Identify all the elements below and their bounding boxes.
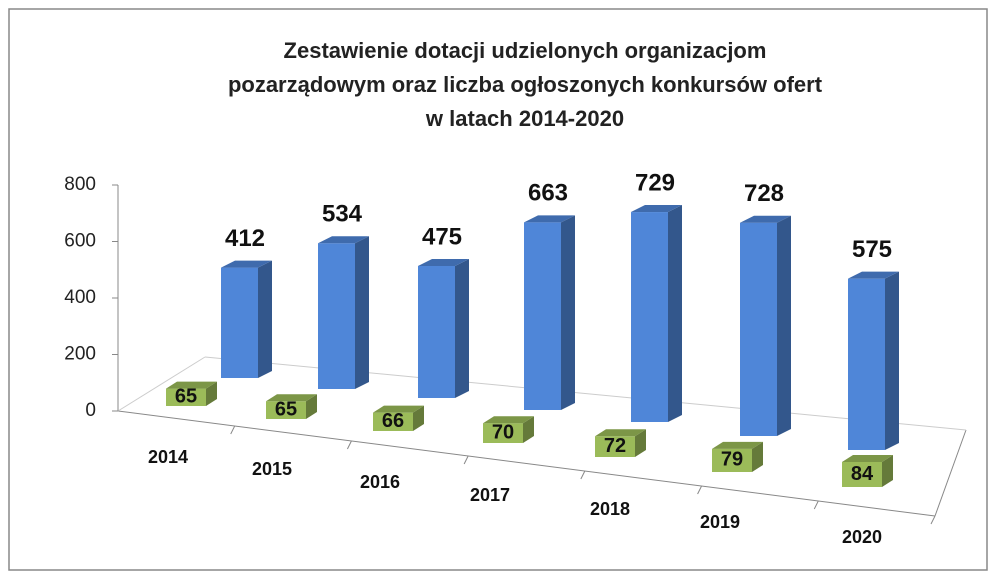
x-tick-label: 2017	[470, 485, 510, 505]
bar-side	[668, 205, 682, 422]
x-tick	[813, 500, 819, 510]
bar-top	[848, 271, 899, 279]
bar-top	[166, 381, 217, 389]
y-tick-label: 0	[85, 400, 96, 421]
bar	[595, 429, 646, 457]
value-label: 728	[744, 180, 784, 207]
x-tick	[580, 470, 586, 480]
x-tick-label: 2020	[842, 527, 882, 547]
bar-front	[631, 212, 668, 422]
x-tick	[346, 440, 352, 450]
bar-front	[842, 461, 882, 487]
chart-title: Zestawienie dotacji udzielonych organiza…	[284, 38, 767, 63]
bar-side	[306, 394, 317, 419]
value-label: 70	[492, 421, 514, 443]
bar	[842, 454, 893, 487]
bar-top	[318, 236, 369, 244]
bar-top	[842, 454, 893, 462]
bar-front	[595, 436, 635, 457]
bar	[221, 260, 272, 378]
bar-side	[413, 405, 424, 431]
x-tick-label: 2016	[360, 472, 400, 492]
bar-front	[483, 423, 523, 443]
value-label: 66	[382, 410, 404, 432]
chart-title: w latach 2014-2020	[425, 106, 624, 131]
bar	[740, 215, 791, 436]
value-label: 72	[604, 435, 626, 457]
bar-side	[752, 441, 763, 472]
floor-front-edge	[117, 410, 936, 517]
bar-front	[318, 243, 355, 389]
chart-frame	[8, 8, 988, 571]
value-label: 412	[225, 225, 265, 252]
bar-side	[777, 215, 791, 436]
bar	[318, 236, 369, 389]
bar-front	[221, 267, 258, 378]
value-label: 475	[422, 223, 462, 250]
x-tick	[930, 515, 936, 525]
x-tick-label: 2018	[590, 499, 630, 519]
y-tick-label: 800	[64, 174, 96, 195]
x-tick	[463, 455, 469, 465]
bar-top	[373, 405, 424, 413]
value-label: 663	[528, 180, 568, 207]
bar-front	[418, 265, 455, 398]
bar-top	[483, 416, 534, 424]
x-tick	[697, 485, 703, 495]
bar-top	[740, 215, 791, 223]
bar-side	[635, 429, 646, 457]
x-tick-label: 2014	[148, 447, 188, 467]
bar-front	[712, 448, 752, 472]
bar-front	[266, 401, 306, 419]
value-label: 575	[852, 236, 892, 263]
bar	[524, 215, 575, 410]
bar-side	[882, 454, 893, 487]
bar	[483, 416, 534, 443]
bar	[631, 205, 682, 422]
bar	[266, 394, 317, 419]
bar-top	[221, 260, 272, 268]
value-label: 729	[635, 169, 675, 196]
y-tick-label: 400	[64, 287, 96, 308]
value-label: 65	[275, 398, 297, 420]
bar-front	[848, 278, 885, 450]
value-label: 534	[322, 201, 363, 228]
bar	[418, 258, 469, 398]
y-tick-label: 600	[64, 231, 96, 252]
bar-top	[524, 215, 575, 223]
value-label: 79	[721, 449, 743, 471]
bar-front	[373, 412, 413, 431]
bar-side	[258, 260, 272, 378]
bar	[166, 381, 217, 406]
bar-side	[523, 416, 534, 443]
bar-side	[355, 236, 369, 389]
x-tick-label: 2015	[252, 459, 292, 479]
floor-right-edge	[934, 429, 967, 517]
bar	[712, 441, 763, 472]
y-tick-label: 200	[64, 344, 96, 365]
bar-front	[740, 222, 777, 436]
bar-top	[418, 258, 469, 266]
bar-top	[631, 205, 682, 213]
x-tick	[230, 425, 236, 435]
value-label: 84	[851, 463, 874, 485]
bar-side	[561, 215, 575, 410]
bar-top	[712, 441, 763, 449]
bar-side	[206, 381, 217, 406]
bar-top	[266, 394, 317, 402]
bar-front	[524, 222, 561, 410]
x-tick-label: 2019	[700, 512, 740, 532]
chart-title: pozarządowym oraz liczba ogłoszonych kon…	[228, 72, 823, 97]
floor-left-edge	[117, 356, 206, 412]
bar-side	[455, 258, 469, 398]
bar-side	[885, 271, 899, 450]
bar	[848, 271, 899, 450]
value-label: 65	[175, 386, 197, 408]
bar-front	[166, 388, 206, 406]
bar-top	[595, 429, 646, 437]
bar	[373, 405, 424, 431]
